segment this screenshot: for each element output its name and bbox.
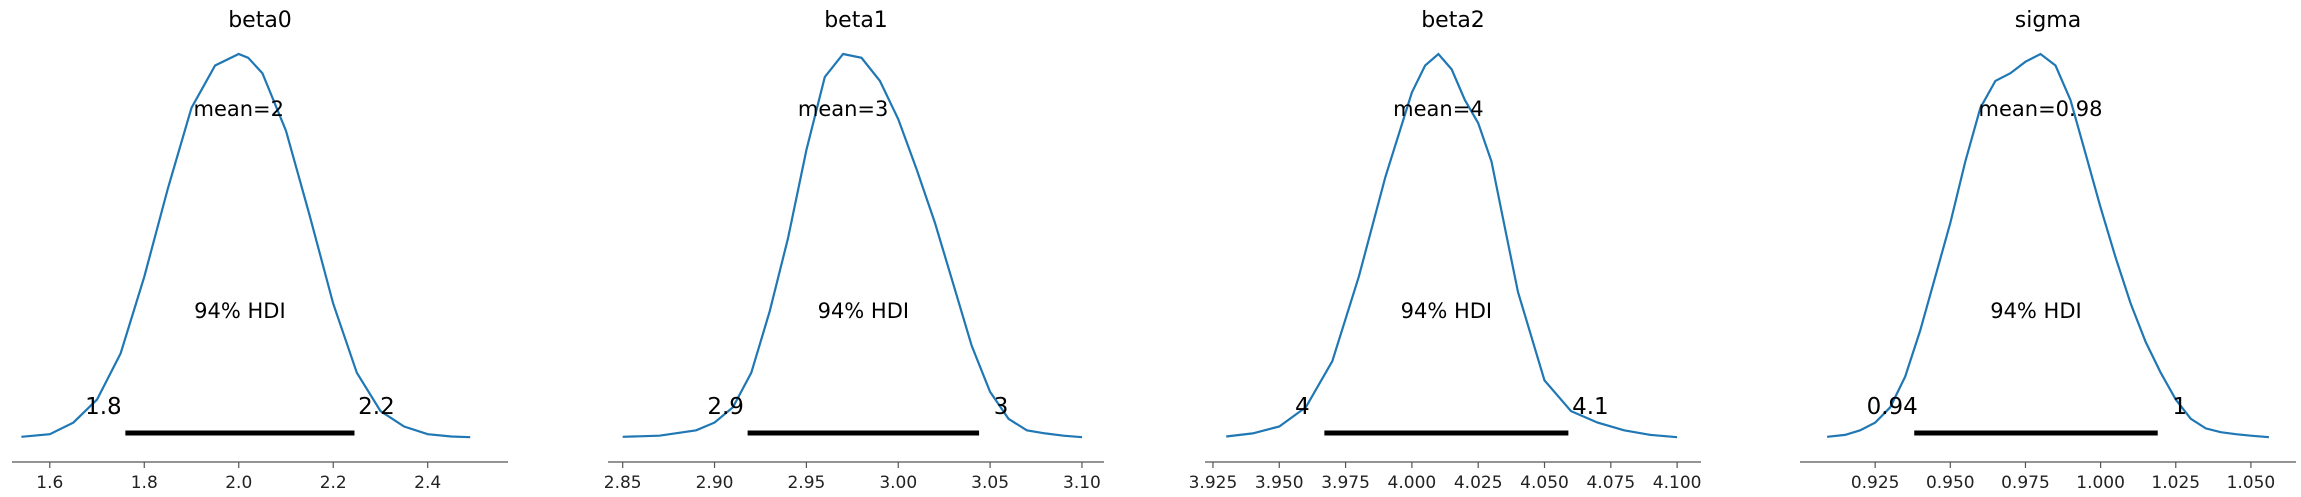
hdi-low-label: 0.94 [1867, 394, 1918, 420]
hdi-label: 94% HDI [194, 299, 286, 323]
x-tick-label: 2.90 [696, 473, 734, 493]
hdi-high-label: 3 [994, 394, 1009, 420]
x-tick-label: 0.950 [1926, 473, 1975, 493]
x-tick-label: 1.8 [131, 473, 158, 493]
x-tick-label: 2.4 [414, 473, 441, 493]
panel-beta0: beta0 mean=2 94% HDI 1.8 2.2 1.6 1.8 2.0 2.… [12, 8, 508, 493]
hdi-high-label: 1 [2172, 394, 2187, 420]
hdi-label: 94% HDI [1990, 299, 2082, 323]
x-tick-label: 4.075 [1586, 473, 1635, 493]
x-tick-label: 3.925 [1189, 473, 1238, 493]
mean-label: mean=4 [1393, 97, 1484, 121]
x-tick-label: 0.925 [1851, 473, 1900, 493]
x-ticks: 3.925 3.950 3.975 4.000 4.025 4.050 4.075 4.100 [1189, 462, 1702, 493]
panel-beta1: beta1 mean=3 94% HDI 2.9 3 2.85 2.90 2.95 3… [604, 8, 1104, 493]
x-tick-label: 4.050 [1520, 473, 1569, 493]
panel-title: beta1 [824, 8, 888, 33]
panel-title: sigma [2015, 8, 2081, 33]
x-tick-label: 0.975 [2001, 473, 2050, 493]
x-tick-label: 2.0 [225, 473, 252, 493]
panel-beta2: beta2 mean=4 94% HDI 4 4.1 3.925 3.950 3.9… [1189, 8, 1702, 493]
mean-label: mean=0.98 [1979, 97, 2103, 121]
kde-curve [21, 52, 471, 439]
x-tick-label: 1.025 [2151, 473, 2200, 493]
panel-title: beta0 [228, 8, 292, 33]
x-tick-label: 2.2 [320, 473, 347, 493]
hdi-low-label: 4 [1295, 394, 1310, 420]
x-tick-label: 2.85 [604, 473, 642, 493]
x-tick-label: 4.100 [1653, 473, 1702, 493]
hdi-label: 94% HDI [818, 299, 910, 323]
hdi-low-label: 1.8 [85, 394, 122, 420]
x-tick-label: 1.000 [2076, 473, 2125, 493]
x-tick-label: 1.050 [2227, 473, 2276, 493]
kde-curve [622, 52, 1083, 439]
x-tick-label: 3.950 [1255, 473, 1304, 493]
panel-title: beta2 [1421, 8, 1485, 33]
panel-sigma: sigma mean=0.98 94% HDI 0.94 1 0.925 0.95… [1800, 8, 2296, 493]
x-ticks: 1.6 1.8 2.0 2.2 2.4 [36, 462, 441, 493]
x-tick-label: 4.025 [1454, 473, 1503, 493]
hdi-high-label: 4.1 [1572, 394, 1609, 420]
hdi-low-label: 2.9 [707, 394, 744, 420]
x-tick-label: 1.6 [36, 473, 63, 493]
kde-curve [1826, 52, 2269, 439]
x-ticks: 0.925 0.950 0.975 1.000 1.025 1.050 [1851, 462, 2275, 493]
mean-label: mean=2 [193, 97, 284, 121]
x-tick-label: 3.975 [1321, 473, 1370, 493]
hdi-high-label: 2.2 [358, 394, 395, 420]
x-ticks: 2.85 2.90 2.95 3.00 3.05 3.10 [604, 462, 1101, 493]
mean-label: mean=3 [798, 97, 889, 121]
x-tick-label: 3.00 [879, 473, 917, 493]
hdi-label: 94% HDI [1401, 299, 1493, 323]
kde-curve [1226, 52, 1678, 439]
x-tick-label: 4.000 [1388, 473, 1437, 493]
x-tick-label: 2.95 [787, 473, 825, 493]
x-tick-label: 3.10 [1063, 473, 1101, 493]
x-tick-label: 3.05 [971, 473, 1009, 493]
